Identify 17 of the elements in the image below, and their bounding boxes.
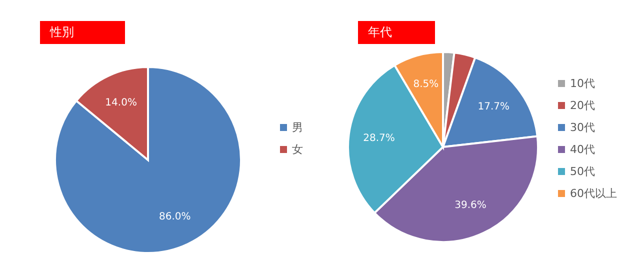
chart-title: 年代 xyxy=(358,21,435,44)
data-label: 14.0% xyxy=(105,97,137,108)
data-label: 39.6% xyxy=(454,200,486,211)
data-label: 17.7% xyxy=(478,101,510,112)
legend-label: 60代以上 xyxy=(570,186,617,202)
legend-label: 20代 xyxy=(570,98,595,114)
data-label: 8.5% xyxy=(413,79,439,90)
legend-label: 男 xyxy=(292,120,303,136)
legend-label: 10代 xyxy=(570,76,595,92)
legend-label: 30代 xyxy=(570,120,595,136)
legend-label: 40代 xyxy=(570,142,595,158)
chart-title: 性別 xyxy=(40,21,125,44)
legend-label: 女 xyxy=(292,142,303,158)
pie-slice xyxy=(54,66,242,254)
data-label: 28.7% xyxy=(363,132,395,144)
data-label: 86.0% xyxy=(159,212,191,223)
legend-label: 50代 xyxy=(570,164,595,180)
